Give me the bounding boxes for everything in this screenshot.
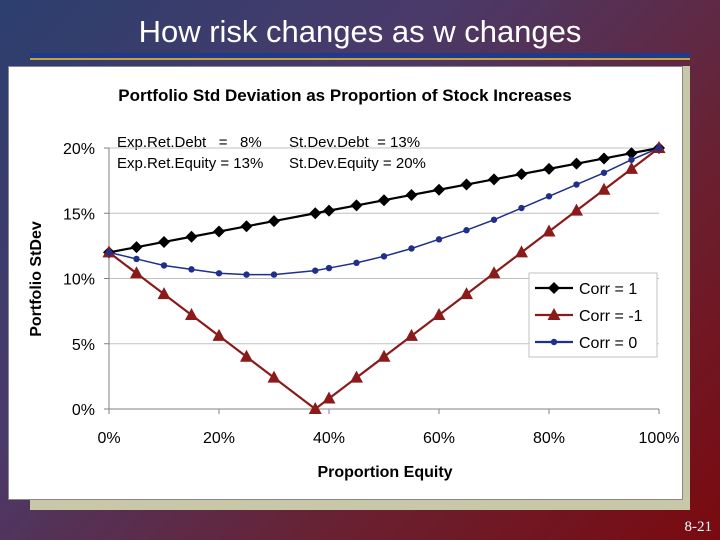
data-point <box>570 157 583 170</box>
legend: Corr = 1 Corr = -1 Corr = 0 <box>528 272 658 358</box>
y-tick-label: 15% <box>63 206 95 223</box>
data-point <box>105 249 113 256</box>
data-point <box>405 328 418 341</box>
x-tick-label: 40% <box>313 430 345 447</box>
x-axis-label: Proportion Equity <box>317 464 452 481</box>
data-point <box>267 370 281 383</box>
data-point <box>312 267 319 274</box>
data-point <box>600 169 608 176</box>
data-point <box>130 266 143 279</box>
data-point <box>628 156 635 163</box>
data-point <box>550 338 558 346</box>
data-point <box>488 173 500 186</box>
data-point <box>350 370 363 383</box>
data-point <box>432 308 446 321</box>
data-point <box>542 224 556 237</box>
data-point <box>130 241 143 254</box>
y-tick-label: 0% <box>72 402 95 419</box>
data-point <box>378 194 390 207</box>
series-group <box>102 141 666 414</box>
data-point <box>240 220 253 233</box>
y-tick-label: 20% <box>63 141 95 158</box>
axes: 0% 5% 10% 15% 20% 0% 20% 40% 60% 80% 100% <box>63 141 679 447</box>
data-point <box>353 259 360 267</box>
chart-svg: Portfolio Std Deviation as Proportion of… <box>28 86 679 481</box>
x-tick-label: 60% <box>423 430 455 447</box>
data-point <box>545 193 553 200</box>
annotation-st-dev-debt: St.Dev.Debt = 13% <box>289 134 420 151</box>
annotation-exp-ret-debt: Exp.Ret.Debt = 8% <box>117 134 262 151</box>
data-point <box>625 161 638 174</box>
data-point <box>160 262 168 269</box>
y-tick-label: 5% <box>72 337 95 354</box>
legend-label: Corr = 1 <box>579 281 637 298</box>
data-point <box>322 391 336 404</box>
title-underline <box>30 53 690 60</box>
series-corr-0 <box>105 144 663 278</box>
data-point <box>213 225 225 238</box>
data-point <box>323 204 335 217</box>
data-point <box>625 147 638 160</box>
data-point <box>185 230 198 243</box>
legend-label: Corr = -1 <box>579 308 643 325</box>
data-point <box>270 271 278 278</box>
data-point <box>435 236 443 243</box>
data-point <box>325 264 333 272</box>
data-point <box>460 287 473 300</box>
data-point <box>408 245 415 252</box>
data-point <box>215 270 223 277</box>
x-tick-label: 0% <box>97 430 120 447</box>
data-point <box>597 182 611 195</box>
x-tick-label: 100% <box>639 430 680 447</box>
data-point <box>515 168 528 181</box>
data-point <box>240 349 253 362</box>
y-tick-label: 10% <box>63 272 95 289</box>
annotation-st-dev-equity: St.Dev.Equity = 20% <box>289 155 426 172</box>
slide-title: How risk changes as w changes <box>138 14 582 49</box>
data-point <box>377 349 391 362</box>
chart-frame: Portfolio Std Deviation as Proportion of… <box>8 66 683 500</box>
data-point <box>598 152 610 165</box>
legend-label: Corr = 0 <box>579 335 637 352</box>
annotation-exp-ret-equity: Exp.Ret.Equity = 13% <box>117 155 263 172</box>
data-point <box>573 181 580 188</box>
data-point <box>463 227 470 234</box>
data-point <box>433 183 445 196</box>
x-tick-label: 80% <box>533 430 565 447</box>
x-tick-label: 20% <box>203 430 235 447</box>
data-point <box>309 207 322 220</box>
data-point <box>543 162 555 175</box>
data-point <box>405 188 418 201</box>
data-point <box>518 204 525 212</box>
data-point <box>308 402 322 414</box>
chart-title: Portfolio Std Deviation as Proportion of… <box>118 86 571 105</box>
data-point <box>158 235 170 248</box>
series-corr-1 <box>102 141 666 414</box>
data-point <box>490 216 498 223</box>
data-point <box>655 144 663 152</box>
data-point <box>133 255 140 263</box>
y-axis-label: Portfolio StDev <box>28 221 45 337</box>
data-point <box>350 199 363 212</box>
data-point <box>548 282 560 294</box>
data-point <box>487 266 501 279</box>
data-point <box>157 287 171 300</box>
data-point <box>515 245 528 258</box>
data-point <box>570 203 583 216</box>
data-point <box>243 271 250 278</box>
data-point <box>185 308 198 321</box>
data-point <box>188 266 195 273</box>
data-point <box>212 328 226 341</box>
data-point <box>460 178 473 191</box>
data-point <box>268 215 280 228</box>
data-point <box>380 253 388 260</box>
data-point <box>547 308 561 320</box>
slide-number: 8-21 <box>684 519 713 535</box>
